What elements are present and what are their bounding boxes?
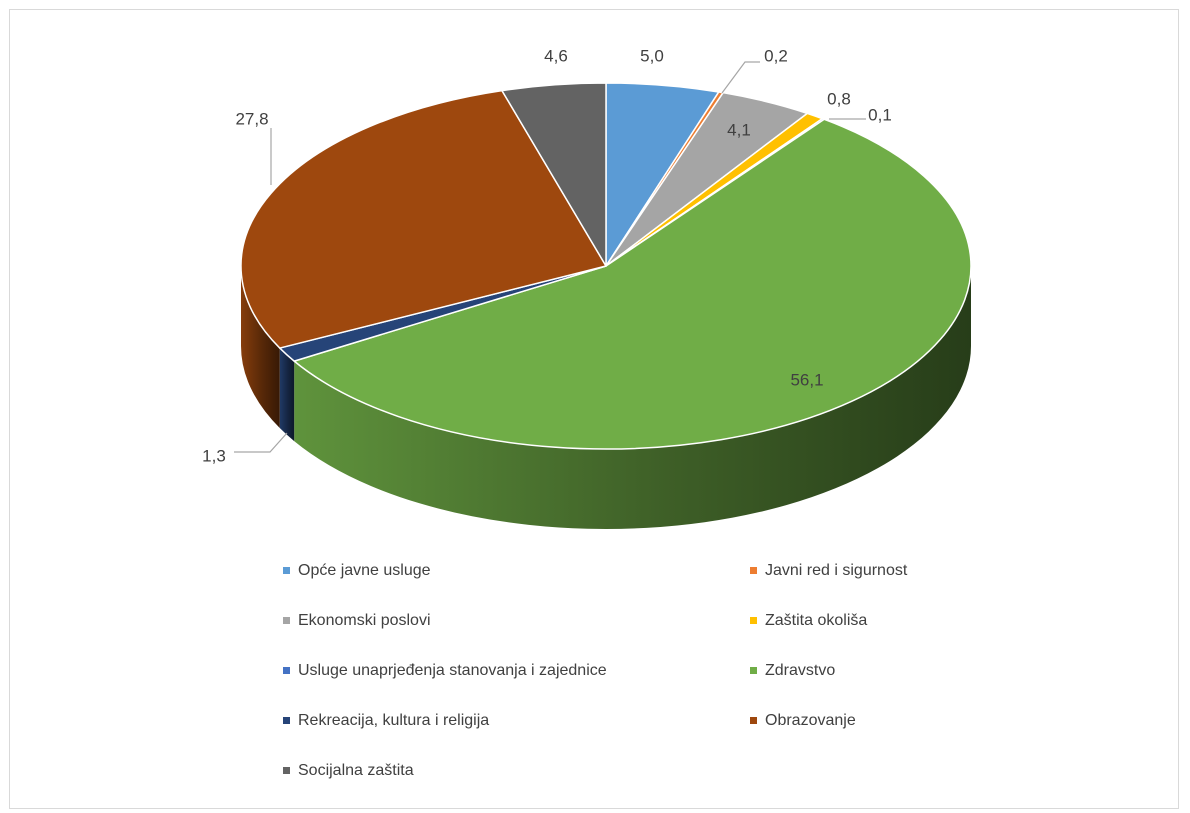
legend-label: Opće javne usluge	[298, 562, 431, 579]
legend-item-zastita-okolisa: Zaštita okoliša	[750, 612, 867, 629]
leader-lines	[234, 61, 866, 453]
pie-slices	[240, 82, 972, 450]
legend-swatch	[283, 717, 290, 724]
data-label-socijalna-zastita: 4,6	[544, 46, 568, 65]
legend-swatch	[750, 667, 757, 674]
data-label-javni-red-i-sigurnost: 0,2	[764, 46, 788, 65]
side-rekreacija-kultura-i-religija	[279, 348, 295, 442]
data-label-ekonomski-poslovi: 4,1	[727, 120, 751, 139]
side-zdravstvo	[294, 266, 972, 529]
slice-zdravstvo	[293, 118, 972, 450]
data-label-usluge-unaprjedenja-stanovanja-i-zajednice: 0,1	[868, 105, 892, 124]
legend-item-zdravstvo: Zdravstvo	[750, 662, 835, 679]
legend-item-usluge-unaprjedenja-stanovanja-i-zajednice: Usluge unaprjeđenja stanovanja i zajedni…	[283, 662, 607, 679]
legend-label: Usluge unaprjeđenja stanovanja i zajedni…	[298, 662, 607, 679]
legend-swatch	[283, 767, 290, 774]
slice-obrazovanje	[240, 89, 607, 349]
legend-label: Zdravstvo	[765, 662, 835, 679]
data-label-zastita-okolisa: 0,8	[827, 89, 851, 108]
legend-swatch	[283, 617, 290, 624]
legend-label: Ekonomski poslovi	[298, 612, 431, 629]
legend-swatch	[283, 567, 290, 574]
side-obrazovanje	[241, 266, 280, 429]
legend-item-socijalna-zastita: Socijalna zaštita	[283, 762, 414, 779]
legend-item-javni-red-i-sigurnost: Javni red i sigurnost	[750, 562, 908, 579]
data-label-obrazovanje: 27,8	[235, 109, 268, 128]
leader-line-javni-red-i-sigurnost	[721, 61, 760, 94]
legend-label: Obrazovanje	[765, 712, 856, 729]
legend-item-ekonomski-poslovi: Ekonomski poslovi	[283, 612, 431, 629]
legend-item-opce-javne-usluge: Opće javne usluge	[283, 562, 431, 579]
data-label-opce-javne-usluge: 5,0	[640, 46, 664, 65]
legend-label: Socijalna zaštita	[298, 762, 414, 779]
slice-socijalna-zastita	[501, 82, 607, 267]
legend-item-obrazovanje: Obrazovanje	[750, 712, 856, 729]
legend-item-rekreacija-kultura-i-religija: Rekreacija, kultura i religija	[283, 712, 489, 729]
legend-swatch	[750, 567, 757, 574]
data-label-rekreacija-kultura-i-religija: 1,3	[202, 446, 226, 465]
legend-label: Rekreacija, kultura i religija	[298, 712, 489, 729]
legend-label: Javni red i sigurnost	[765, 562, 908, 579]
data-labels: 5,0 0,2 4,1 0,8 0,1 56,1 1,3 27,8 4,6	[202, 46, 892, 465]
pie-sides	[241, 266, 972, 529]
legend: Opće javne usluge Javni red i sigurnost Ek…	[283, 562, 908, 779]
legend-label: Zaštita okoliša	[765, 612, 867, 629]
legend-swatch	[750, 717, 757, 724]
leader-line-rekreacija-kultura-i-religija	[234, 432, 288, 453]
legend-swatch	[750, 617, 757, 624]
legend-swatch	[283, 667, 290, 674]
data-label-zdravstvo: 56,1	[790, 370, 823, 389]
